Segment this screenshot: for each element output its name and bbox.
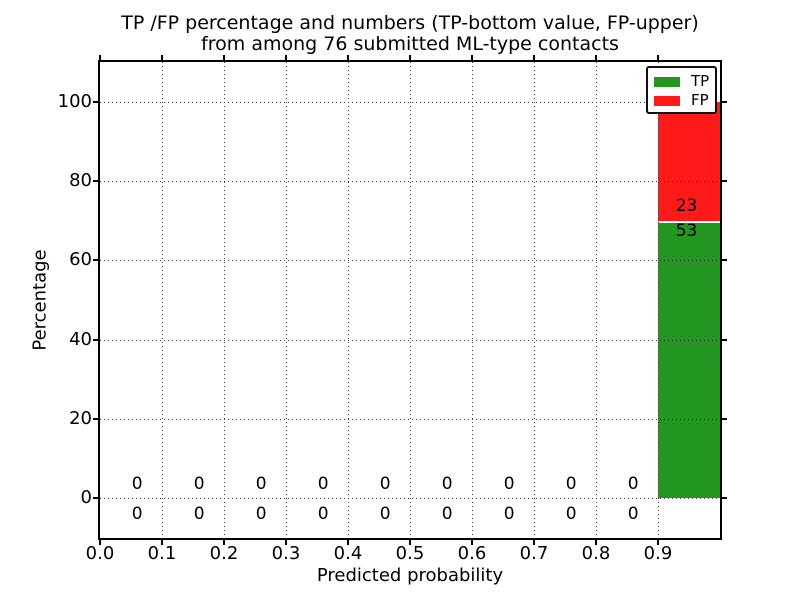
tp-zero-count-label: 0	[255, 504, 267, 525]
y-tick-label: 40	[69, 329, 92, 350]
fp-zero-count-label: 0	[131, 474, 143, 495]
y-tick-mark-right	[722, 339, 727, 341]
legend-item-tp: TP	[654, 72, 709, 91]
fp-zero-count-label: 0	[565, 474, 577, 495]
tp-zero-count-label: 0	[565, 504, 577, 525]
v-gridline	[596, 62, 597, 538]
y-tick-mark-right	[722, 101, 727, 103]
x-tick-mark-top	[657, 55, 659, 60]
x-tick-mark-top	[223, 55, 225, 60]
x-tick-label: 0.6	[457, 543, 487, 564]
legend-label: TP	[691, 72, 710, 90]
x-tick-mark	[285, 540, 287, 545]
left-spine	[98, 60, 100, 540]
y-tick-label: 80	[69, 170, 92, 191]
x-tick-mark	[223, 540, 225, 545]
v-gridline	[472, 62, 473, 538]
x-tick-label: 0.7	[519, 543, 549, 564]
y-tick-mark-right	[722, 180, 727, 182]
bottom-spine	[98, 538, 722, 540]
v-gridline	[410, 62, 411, 538]
fp-zero-count-label: 0	[627, 474, 639, 495]
fp-zero-count-label: 0	[441, 474, 453, 495]
legend-swatch-fp	[654, 95, 680, 106]
x-tick-mark	[409, 540, 411, 545]
v-gridline	[658, 62, 659, 538]
tp-zero-count-label: 0	[503, 504, 515, 525]
x-tick-mark	[471, 540, 473, 545]
tp-zero-count-label: 0	[379, 504, 391, 525]
x-tick-mark	[347, 540, 349, 545]
x-tick-label: 0.9	[643, 543, 673, 564]
right-spine	[720, 60, 722, 540]
fp-zero-count-label: 0	[255, 474, 267, 495]
y-tick-label: 0	[80, 487, 92, 508]
v-gridline	[286, 62, 287, 538]
y-axis-label: Percentage	[29, 249, 51, 351]
legend-item-fp: FP	[654, 91, 709, 110]
x-tick-mark-top	[161, 55, 163, 60]
tp-count-label: 53	[675, 220, 698, 241]
tp-zero-count-label: 0	[193, 504, 205, 525]
chart-title-line2: from among 76 submitted ML-type contacts	[201, 33, 619, 55]
x-tick-mark	[99, 540, 101, 545]
x-tick-mark-top	[471, 55, 473, 60]
chart-title-line1: TP /FP percentage and numbers (TP-bottom…	[121, 12, 699, 34]
fp-count-label: 23	[675, 195, 698, 216]
v-gridline	[534, 62, 535, 538]
x-tick-mark-top	[99, 55, 101, 60]
x-tick-label: 0.0	[85, 543, 115, 564]
fp-zero-count-label: 0	[379, 474, 391, 495]
y-tick-label: 100	[57, 91, 92, 112]
fp-zero-count-label: 0	[503, 474, 515, 495]
x-tick-mark-top	[347, 55, 349, 60]
x-tick-label: 0.8	[581, 543, 611, 564]
tp-bar-segment	[658, 221, 720, 499]
y-tick-mark-right	[722, 259, 727, 261]
y-tick-mark	[93, 497, 98, 499]
tp-zero-count-label: 0	[627, 504, 639, 525]
v-gridline	[348, 62, 349, 538]
x-tick-label: 0.5	[395, 543, 425, 564]
x-tick-label: 0.1	[147, 543, 177, 564]
tp-zero-count-label: 0	[317, 504, 329, 525]
x-axis-label: Predicted probability	[316, 565, 504, 586]
y-tick-mark	[93, 339, 98, 341]
y-tick-mark-right	[722, 497, 727, 499]
chart-title: TP /FP percentage and numbers (TP-bottom…	[100, 13, 720, 55]
v-gridline	[162, 62, 163, 538]
bar-stack-divider	[658, 220, 720, 223]
tp-zero-count-label: 0	[441, 504, 453, 525]
x-tick-mark-top	[595, 55, 597, 60]
y-tick-mark	[93, 101, 98, 103]
x-tick-mark-top	[409, 55, 411, 60]
y-tick-mark-right	[722, 418, 727, 420]
tp-zero-count-label: 0	[131, 504, 143, 525]
legend: TP FP	[646, 66, 717, 114]
x-tick-mark	[533, 540, 535, 545]
y-tick-label: 20	[69, 408, 92, 429]
x-tick-mark-top	[285, 55, 287, 60]
y-tick-mark	[93, 259, 98, 261]
y-tick-mark	[93, 180, 98, 182]
v-gridline	[224, 62, 225, 538]
fp-zero-count-label: 0	[193, 474, 205, 495]
y-tick-label: 60	[69, 249, 92, 270]
x-tick-label: 0.4	[333, 543, 363, 564]
legend-swatch-tp	[654, 76, 680, 87]
fp-bar-segment	[658, 101, 720, 222]
x-tick-label: 0.3	[271, 543, 301, 564]
top-spine	[98, 60, 722, 62]
y-tick-mark	[93, 418, 98, 420]
x-tick-mark-top	[533, 55, 535, 60]
legend-label: FP	[691, 91, 709, 109]
x-tick-mark	[161, 540, 163, 545]
fp-zero-count-label: 0	[317, 474, 329, 495]
x-tick-label: 0.2	[209, 543, 239, 564]
x-tick-mark	[657, 540, 659, 545]
x-tick-mark	[595, 540, 597, 545]
